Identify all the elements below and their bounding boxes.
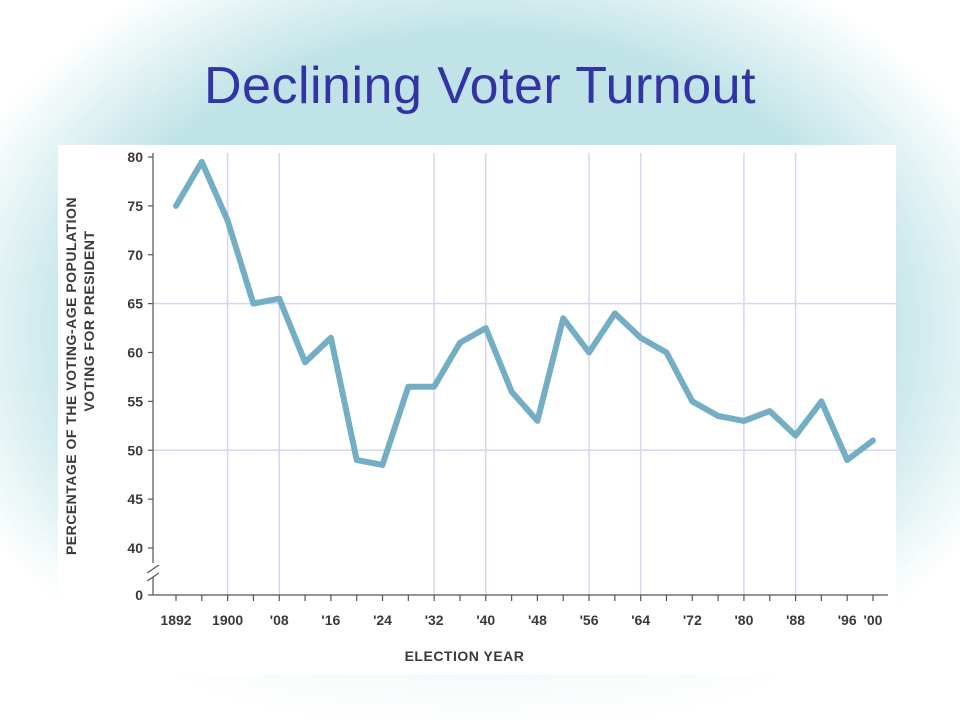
x-tick-label-1916: '16	[321, 612, 340, 628]
y-tick-label-65: 65	[127, 296, 143, 312]
y-axis-title-line-1: PERCENTAGE OF THE VOTING-AGE POPULATION	[63, 197, 79, 555]
data-point-1988	[793, 433, 799, 439]
data-point-1936	[457, 340, 463, 346]
data-point-1916	[328, 335, 334, 341]
x-tick-label-1924: '24	[373, 612, 392, 628]
data-point-1912	[302, 359, 308, 365]
data-point-1932	[431, 384, 437, 390]
y-tick-label-45: 45	[127, 491, 143, 507]
y-tick-label-40: 40	[127, 540, 143, 556]
data-point-1984	[767, 408, 773, 414]
data-point-1976	[715, 413, 721, 419]
data-point-2000	[870, 437, 876, 443]
x-tick-label-1940: '40	[476, 612, 495, 628]
y-tick-label-50: 50	[127, 442, 143, 458]
data-point-1952	[560, 315, 566, 321]
data-point-1896	[199, 159, 205, 165]
data-point-1940	[483, 325, 489, 331]
x-tick-label-2000: '00	[864, 612, 883, 628]
series-line-0	[173, 158, 876, 468]
data-point-1944	[509, 389, 515, 395]
chart-panel: 80 75 70 65 60 55 50 45 40 0 1892 1900 '08 '16 '24 '32…	[58, 145, 896, 675]
x-tick-label-1972: '72	[683, 612, 702, 628]
x-tick-label-1908: '08	[270, 612, 289, 628]
data-point-1900	[225, 218, 231, 224]
data-point-1928	[405, 384, 411, 390]
data-point-1920	[354, 457, 360, 463]
y-tick-label-80: 80	[127, 149, 143, 165]
data-point-1948	[534, 418, 540, 424]
data-point-1924	[380, 462, 386, 468]
data-point-1992	[818, 398, 824, 404]
data-point-1968	[663, 350, 669, 355]
data-point-1972	[689, 398, 695, 404]
data-point-1956	[586, 350, 592, 355]
axis-titles: ELECTION YEAR PERCENTAGE OF THE VOTING-A…	[63, 197, 524, 664]
x-tick-label-1988: '88	[786, 612, 805, 628]
data-point-1892	[173, 203, 179, 209]
y-axis-break-mark	[146, 564, 160, 582]
x-axis-title: ELECTION YEAR	[405, 648, 525, 664]
x-tick-labels: 1892 1900 '08 '16 '24 '32 '40 '48 '56 '64 '72 '80 '8…	[160, 612, 882, 628]
y-tick-label-55: 55	[127, 393, 143, 409]
x-tick-label-1932: '32	[425, 612, 444, 628]
y-tick-label-60: 60	[127, 345, 143, 361]
x-tick-label-1892: 1892	[160, 612, 191, 628]
turnout-line-chart: 80 75 70 65 60 55 50 45 40 0 1892 1900 '08 '16 '24 '32…	[63, 149, 896, 664]
chart-axes	[146, 153, 888, 601]
data-point-1960	[612, 310, 618, 316]
x-tick-label-1996: '96	[838, 612, 857, 628]
x-tick-label-1956: '56	[580, 612, 599, 628]
y-tick-labels: 80 75 70 65 60 55 50 45 40 0	[127, 149, 143, 603]
y-tick-label-75: 75	[127, 198, 143, 214]
data-point-1996	[844, 457, 850, 463]
y-tick-label-70: 70	[127, 247, 143, 263]
series-layer	[173, 158, 876, 468]
x-tick-label-1980: '80	[734, 612, 753, 628]
x-tick-label-1948: '48	[528, 612, 547, 628]
data-point-1980	[741, 418, 747, 424]
data-point-1964	[638, 335, 644, 341]
slide-title: Declining Voter Turnout	[203, 57, 757, 115]
y-axis-title-line-2: VOTING FOR PRESIDENT	[81, 230, 97, 411]
data-point-1908	[276, 296, 282, 302]
x-tick-label-1964: '64	[631, 612, 650, 628]
y-tick-label-0: 0	[135, 587, 143, 603]
x-tick-label-1900: 1900	[212, 612, 243, 628]
grid-lines	[153, 153, 896, 595]
data-point-1904	[250, 301, 256, 307]
